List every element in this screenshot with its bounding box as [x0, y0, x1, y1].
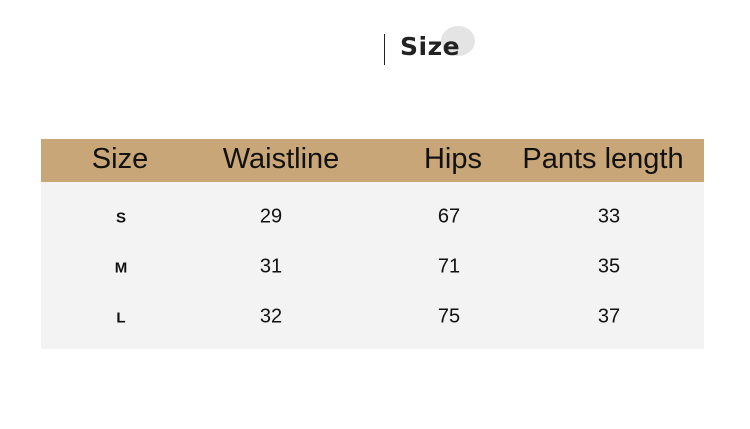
table-header: Size Waistline Hips Pants length: [41, 139, 704, 182]
header-hips: Hips: [423, 143, 483, 175]
cell-pants-length: 37: [597, 305, 621, 328]
cell-size: L: [116, 309, 126, 327]
size-table: Size Waistline Hips Pants length S 29 67…: [41, 139, 704, 349]
cell-size: M: [114, 259, 128, 277]
cell-hips: 75: [437, 305, 461, 328]
header-size: Size: [91, 143, 149, 175]
page-title: Size: [400, 32, 461, 61]
title-divider: [384, 34, 385, 65]
cell-hips: 67: [437, 205, 461, 228]
header-waistline: Waistline: [222, 143, 340, 175]
cell-hips: 71: [437, 255, 461, 278]
speech-bubble-icon: [441, 26, 475, 56]
header-pants-length: Pants length: [522, 143, 684, 175]
cell-waistline: 31: [259, 255, 283, 278]
cell-pants-length: 35: [597, 255, 621, 278]
cell-pants-length: 33: [597, 205, 621, 228]
cell-waistline: 32: [259, 305, 283, 328]
cell-size: S: [115, 209, 127, 227]
cell-waistline: 29: [259, 205, 283, 228]
